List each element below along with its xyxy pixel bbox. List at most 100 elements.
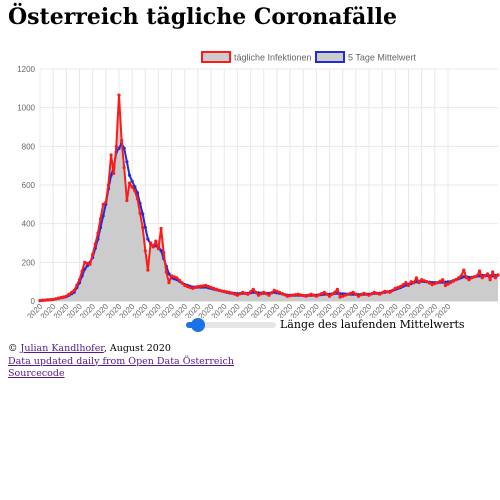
copyright-suffix: , August 2020 [103,343,171,354]
data-point [212,286,216,290]
data-point [370,292,374,296]
data-point [417,281,421,285]
data-point [227,290,232,294]
data-point [146,237,150,241]
data-point [383,289,387,293]
data-point [85,264,89,268]
data-point [133,189,137,193]
data-point [317,293,321,297]
data-point [283,293,287,297]
data-point [62,295,66,299]
data-point [196,284,200,289]
data-point [341,292,345,296]
chart: tägliche Infektionen 5 Tage Mittelwert 0… [10,51,500,318]
data-point [254,290,258,294]
data-point [291,293,295,297]
legend-item-average[interactable]: 5 Tage Mittelwert [315,51,416,63]
data-point [83,260,87,264]
sourcecode-link[interactable]: Sourcecode [8,368,65,379]
data-point [375,291,379,295]
data-point [96,231,100,235]
data-point [422,279,426,283]
data-point [117,146,121,150]
data-point [493,276,497,280]
data-point [296,292,300,296]
data-point [220,289,224,293]
slider-thumb[interactable] [191,317,206,332]
data-point [304,294,308,298]
data-point [399,284,403,289]
data-point [175,276,179,280]
data-point [330,292,334,296]
data-point [246,292,250,296]
data-point [435,281,440,285]
y-tick-label: 1000 [17,104,35,113]
data-point [443,283,447,288]
data-point [372,290,376,294]
data-point [75,283,79,287]
data-point [206,284,211,289]
data-point [306,293,311,297]
data-point [43,298,47,302]
data-point [251,287,255,291]
data-point [277,290,282,294]
data-point [325,292,329,296]
author-link[interactable]: Julian Kandlhofer [20,343,104,354]
data-point [491,270,495,274]
legend[interactable]: tägliche Infektionen 5 Tage Mittelwert [201,51,416,63]
data-point [114,144,118,148]
data-point [143,249,147,253]
data-point [333,290,337,294]
data-point [127,181,132,185]
data-point [112,171,116,175]
data-point [359,293,363,297]
data-point [385,290,389,294]
data-point [141,212,145,216]
data-point [459,274,463,278]
moving-average-slider[interactable] [186,317,276,332]
y-tick-label: 400 [22,220,36,229]
data-point [235,293,239,297]
data-point [72,288,76,292]
data-point [322,290,326,294]
data-point [109,153,113,157]
data-point [301,293,305,298]
data-point [204,283,208,288]
data-point [243,291,247,295]
data-point [314,294,318,298]
legend-label-daily: tägliche Infektionen [234,53,312,63]
data-point [270,291,274,295]
copyright-line: © Julian Kandlhofer, August 2020 [8,343,234,356]
copyright-prefix: © [8,343,21,354]
data-point [356,294,361,298]
data-point [267,293,271,297]
data-point [88,262,92,266]
data-point [480,276,484,280]
data-point [159,249,163,253]
data-source-link[interactable]: Data updated daily from Open Data Österr… [8,355,234,367]
data-point [262,290,266,294]
data-point [467,278,471,282]
data-point [85,261,89,265]
data-point [56,296,61,300]
data-point [293,293,297,297]
data-point [141,225,145,230]
data-point [138,211,142,215]
y-axis: 0 200 400 600 800 1000 1200 [17,65,35,306]
data-point [164,270,168,274]
data-point [101,202,105,206]
legend-item-daily[interactable]: tägliche Infektionen [201,51,312,63]
data-point [93,242,97,246]
data-point [320,292,324,296]
data-point [412,281,416,285]
data-point [233,292,237,296]
data-point [80,269,84,273]
legend-swatch-daily [201,51,231,63]
data-point [488,278,492,282]
data-point [143,225,147,230]
data-point [483,274,487,278]
data-point [135,196,139,201]
data-point [249,290,253,294]
data-point [222,289,226,293]
data-point [59,295,63,300]
